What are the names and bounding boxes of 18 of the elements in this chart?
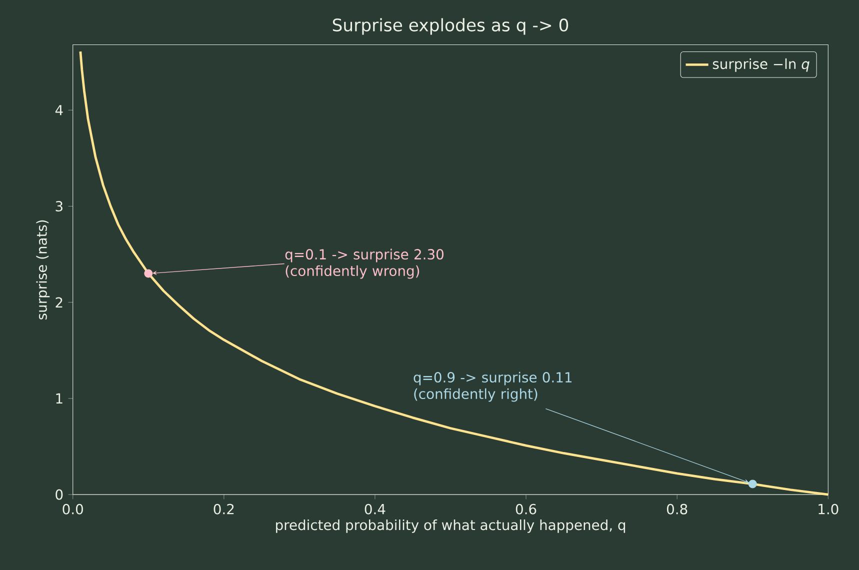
y-axis-title: surprise (nats) — [36, 220, 50, 320]
x-tick-label: 0.0 — [62, 504, 83, 514]
annotation: q=0.1 -> surprise 2.30 (confidently wrong) — [285, 248, 444, 279]
x-tick-label: 0.2 — [214, 504, 234, 514]
y-tick-label: 4 — [55, 104, 63, 116]
x-tick-label: 0.8 — [666, 504, 688, 514]
x-tick-label: 0.4 — [364, 504, 386, 514]
legend-label: surprise −ln q — [712, 58, 810, 72]
y-tick-label: 2 — [56, 297, 62, 308]
y-tick-label: 3 — [56, 200, 62, 212]
x-tick-label: 1.0 — [818, 504, 838, 514]
chart-title: Surprise explodes as q -> 0 — [332, 18, 568, 35]
x-axis-title: predicted probability of what actually happened, q — [276, 519, 626, 533]
y-tick-label: 0 — [56, 489, 63, 500]
y-tick-label: 1 — [56, 393, 62, 404]
annotation: q=0.9 -> surprise 0.11 (confidently right) — [414, 372, 572, 402]
x-tick-label: 0.6 — [516, 504, 536, 514]
line-series — [79, 50, 830, 496]
